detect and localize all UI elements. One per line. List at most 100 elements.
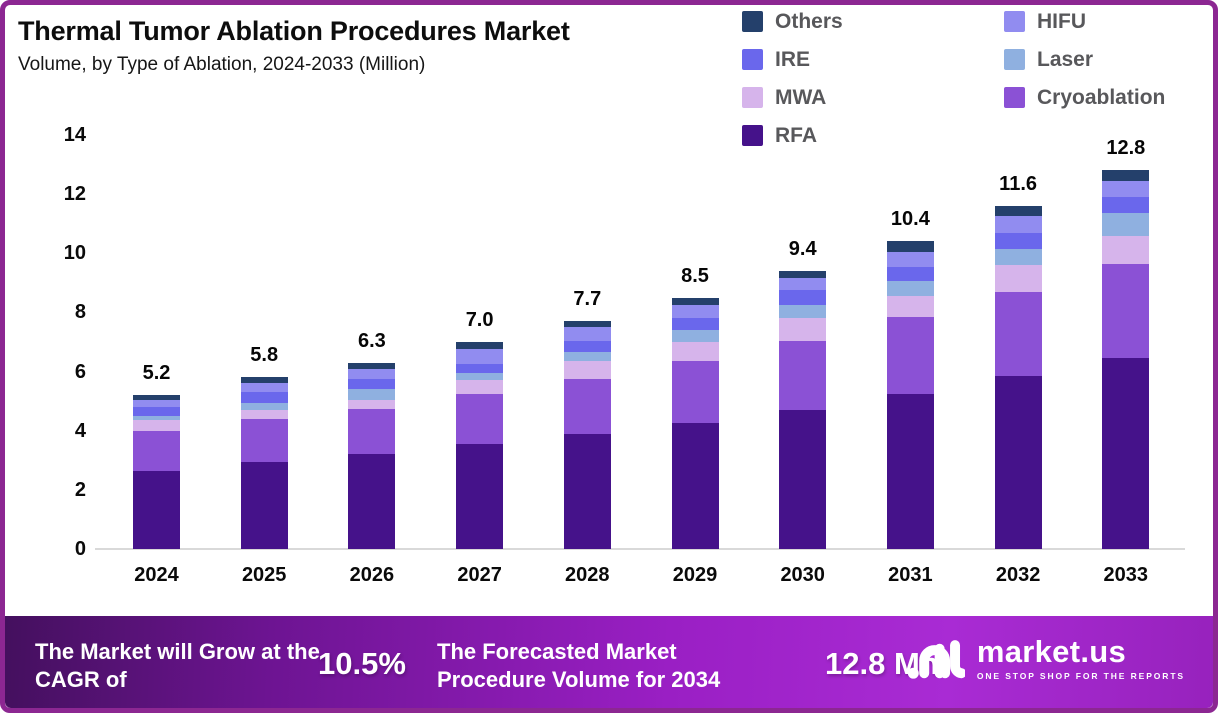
bar-segment-others-2028 <box>563 321 611 328</box>
x-axis-category-label: 2028 <box>565 564 610 586</box>
bar-segment-rfa-2031 <box>886 393 934 549</box>
bar-total-label: 9.4 <box>788 238 817 261</box>
bar-total-label: 12.8 <box>1106 137 1146 160</box>
cagr-label: The Market will Grow at the CAGR of <box>35 639 320 692</box>
legend-swatch-icon <box>742 48 763 70</box>
bar-total-label: 8.5 <box>681 264 709 287</box>
brand-tagline: ONE STOP SHOP FOR THE REPORTS <box>976 671 1185 681</box>
bar-segment-rfa-2030 <box>779 410 827 549</box>
bar-segment-cryoablation-2030 <box>779 340 827 410</box>
bar-segment-laser-2029 <box>671 330 719 342</box>
bar-segment-mwa-2024 <box>133 420 180 431</box>
bar-segment-mwa-2031 <box>886 296 934 317</box>
bar-segment-ire-2032 <box>994 232 1042 249</box>
bar-segment-mwa-2030 <box>779 318 827 341</box>
legend-item-cryoablation: Cryoablation <box>1004 86 1165 108</box>
legend-item-others: Others <box>742 10 1004 32</box>
legend-label: HIFU <box>1037 9 1086 33</box>
legend-item-rfa: RFA <box>742 124 1004 146</box>
x-axis-category-label: 2031 <box>888 564 933 586</box>
bar-segment-laser-2026 <box>348 389 396 400</box>
bar-segment-others-2029 <box>671 297 719 306</box>
bar-segment-mwa-2027 <box>456 380 504 394</box>
bar-segment-laser-2031 <box>886 281 934 297</box>
page-title: Thermal Tumor Ablation Procedures Market <box>18 16 570 46</box>
bar-segment-others-2026 <box>348 362 396 369</box>
legend-swatch-icon <box>1004 10 1025 32</box>
legend-item-hifu: HIFU <box>1004 10 1165 32</box>
bar-segment-rfa-2025 <box>240 461 288 549</box>
bar-segment-mwa-2032 <box>994 265 1042 292</box>
bar-segment-mwa-2025 <box>240 410 288 419</box>
bar-segment-cryoablation-2031 <box>886 316 934 394</box>
x-axis-category-label: 2027 <box>457 564 502 586</box>
bar-segment-cryoablation-2025 <box>240 418 288 462</box>
legend-label: IRE <box>775 47 811 71</box>
bar-segment-laser-2030 <box>779 305 827 319</box>
bar-segment-cryoablation-2029 <box>671 361 719 424</box>
bar-segment-others-2024 <box>133 395 180 400</box>
legend-swatch-icon <box>742 124 763 146</box>
y-axis-tick-label: 0 <box>74 538 86 560</box>
bar-segment-hifu-2027 <box>456 349 504 365</box>
bar-segment-hifu-2030 <box>779 278 827 291</box>
bar-segment-mwa-2028 <box>563 361 611 379</box>
chart-legend: Others HIFU IRE Laser MWA Cryoablation RFA <box>742 10 1165 146</box>
legend-label: Laser <box>1037 47 1094 71</box>
y-axis-tick-label: 6 <box>74 360 86 383</box>
forecast-label: The Forecasted Market Procedure Volume f… <box>437 639 721 692</box>
y-axis-tick-label: 4 <box>74 419 86 442</box>
legend-item-ire: IRE <box>742 48 1004 70</box>
legend-item-mwa: MWA <box>742 86 1004 108</box>
x-axis-category-label: 2033 <box>1103 564 1149 586</box>
legend-label: Cryoablation <box>1037 85 1166 109</box>
bar-segment-others-2030 <box>779 271 827 279</box>
x-axis-line <box>95 548 1185 550</box>
bar-segment-ire-2033 <box>1102 197 1150 214</box>
y-axis-tick-label: 12 <box>63 183 86 206</box>
bar-total-label: 6.3 <box>357 329 386 352</box>
bar-segment-hifu-2024 <box>133 399 180 408</box>
bar-total-label: 7.7 <box>573 288 602 311</box>
page-subtitle: Volume, by Type of Ablation, 2024-2033 (… <box>18 54 426 75</box>
bar-segment-cryoablation-2032 <box>994 291 1042 376</box>
bar-segment-ire-2029 <box>671 318 719 331</box>
bar-segment-hifu-2032 <box>994 216 1042 233</box>
x-axis-category-label: 2024 <box>134 564 179 586</box>
brand-name: market.us <box>976 634 1127 669</box>
bar-segment-hifu-2031 <box>886 251 934 267</box>
brand-logo: market.us ONE STOP SHOP FOR THE REPORTS <box>907 630 1185 687</box>
bar-segment-cryoablation-2026 <box>348 408 396 455</box>
bar-segment-mwa-2033 <box>1102 235 1150 264</box>
bar-segment-laser-2033 <box>1102 213 1150 236</box>
legend-swatch-icon <box>1004 48 1025 70</box>
bar-segment-hifu-2026 <box>348 368 396 379</box>
bar-segment-laser-2028 <box>563 352 611 362</box>
bar-segment-ire-2031 <box>886 266 934 282</box>
bar-segment-hifu-2025 <box>240 383 288 393</box>
x-axis-category-label: 2029 <box>672 564 718 586</box>
bar-segment-mwa-2029 <box>671 342 719 362</box>
bar-segment-cryoablation-2033 <box>1102 263 1150 359</box>
brand-texts: market.us ONE STOP SHOP FOR THE REPORTS <box>977 636 1185 681</box>
marketus-swirl-icon <box>907 630 967 687</box>
bar-segment-laser-2032 <box>994 248 1042 266</box>
bar-segment-ire-2026 <box>348 378 396 390</box>
bar-segment-rfa-2026 <box>348 454 396 549</box>
bar-segment-others-2033 <box>1102 170 1150 181</box>
bar-segment-cryoablation-2027 <box>456 393 504 445</box>
legend-swatch-icon <box>742 10 763 32</box>
bar-segment-ire-2027 <box>456 364 504 374</box>
bar-segment-cryoablation-2028 <box>563 378 611 434</box>
bar-segment-rfa-2032 <box>994 376 1042 549</box>
x-axis-category-label: 2025 <box>241 564 287 586</box>
y-axis-tick-label: 2 <box>74 478 86 501</box>
legend-item-laser: Laser <box>1004 48 1165 70</box>
bar-segment-mwa-2026 <box>348 399 396 409</box>
x-axis-category-label: 2032 <box>995 564 1041 586</box>
bar-segment-hifu-2028 <box>563 327 611 341</box>
bar-segment-rfa-2033 <box>1102 358 1150 549</box>
bar-segment-others-2027 <box>456 342 504 350</box>
